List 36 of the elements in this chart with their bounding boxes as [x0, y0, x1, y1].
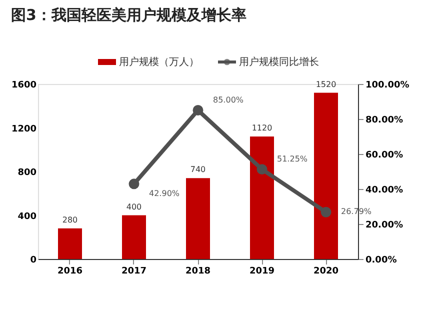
chart-title: 图3：我国轻医美用户规模及增长率 [10, 6, 246, 24]
legend-label: 用户规模（万人） [119, 56, 199, 68]
y-tick-label: 1600 [11, 80, 36, 90]
data-label: 280 [62, 215, 78, 224]
y2-tick-label: 0.00% [366, 256, 397, 266]
data-label: 740 [190, 165, 206, 174]
x-tick-label: 2020 [313, 266, 339, 276]
data-label: 400 [126, 202, 142, 212]
point [256, 164, 268, 175]
y-tick-label: 800 [18, 168, 36, 178]
point [128, 178, 140, 190]
bar [250, 136, 274, 259]
x-tick-label: 2017 [121, 266, 147, 276]
y-tick-label: 400 [18, 212, 36, 222]
x-tick-label: 2016 [57, 266, 83, 276]
x-tick-label: 2019 [249, 266, 275, 276]
data-label: 42.90% [149, 188, 180, 198]
y2-tick-label: 60.00% [366, 150, 403, 160]
data-label: 1120 [252, 124, 272, 132]
y2-tick-label: 100.00% [366, 80, 410, 90]
y-tick-label: 0 [30, 256, 36, 266]
bar [122, 215, 146, 259]
point [192, 105, 204, 116]
data-label: 1520 [316, 80, 336, 89]
data-label: 85.00% [213, 95, 244, 104]
y2-tick-label: 80.00% [366, 116, 403, 126]
y-tick-label: 1200 [11, 124, 36, 134]
y2-tick-label: 20.00% [366, 220, 403, 230]
bar [314, 92, 338, 259]
bar [186, 178, 210, 259]
y2-tick-label: 40.00% [366, 186, 403, 196]
point [320, 206, 332, 218]
legend-label: 用户规模同比增长 [239, 56, 319, 68]
data-label: 51.25% [277, 154, 308, 164]
x-tick-label: 2018 [185, 266, 211, 276]
bar [58, 228, 82, 259]
